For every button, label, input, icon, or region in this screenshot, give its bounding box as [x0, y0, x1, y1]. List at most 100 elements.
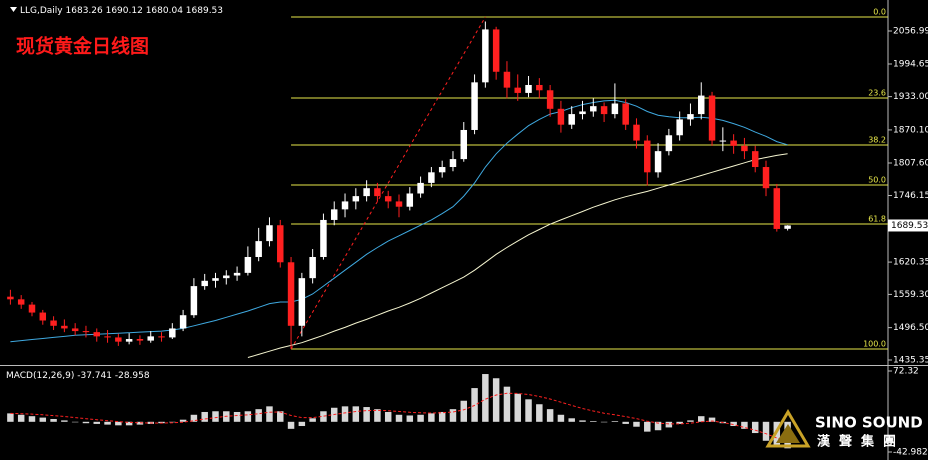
- macd-bar: [708, 417, 716, 422]
- macd-bar: [39, 417, 47, 422]
- moving-average: [247, 153, 788, 358]
- macd-bar: [600, 421, 608, 423]
- macd-bar: [169, 421, 176, 423]
- candle-body: [536, 84, 543, 91]
- moving-average: [10, 99, 788, 343]
- macd-bar: [17, 414, 25, 422]
- macd-bar: [277, 411, 284, 422]
- candle-body: [654, 151, 662, 173]
- candle-body: [622, 103, 629, 125]
- macd-bar: [428, 413, 435, 422]
- macd-bar: [460, 400, 468, 422]
- candle-body: [773, 188, 781, 229]
- fib-anchor: [290, 16, 486, 350]
- candle-body: [39, 312, 47, 321]
- candle-layer: [7, 21, 791, 350]
- macd-bar: [611, 421, 619, 422]
- chart-header: LLG,Daily 1683.26 1690.12 1680.04 1689.5…: [20, 6, 223, 16]
- last-price-label: 1689.53: [891, 221, 928, 231]
- macd-bar: [633, 421, 640, 427]
- fib-label: 23.6: [868, 89, 886, 98]
- candle-body: [503, 71, 511, 88]
- candle-body: [352, 196, 360, 202]
- macd-bar: [71, 421, 79, 423]
- candle-body: [665, 135, 673, 152]
- candle-body: [223, 275, 230, 279]
- macd-bar: [449, 409, 457, 422]
- macd-bar: [266, 406, 273, 422]
- candle-body: [169, 328, 176, 338]
- candle-body: [28, 304, 36, 313]
- candle-body: [438, 167, 446, 173]
- moving-average-layer: [10, 99, 788, 358]
- watermark-brand: SINO SOUND: [815, 414, 923, 432]
- symbol: LLG,Daily: [20, 6, 63, 16]
- watermark: SINO SOUND 漢聲集團: [765, 409, 923, 450]
- macd-bar: [503, 386, 511, 422]
- candle-body: [762, 167, 770, 189]
- candle-body: [266, 225, 273, 242]
- candle-body: [244, 256, 252, 273]
- macd-bar: [536, 404, 543, 422]
- macd-bar: [28, 416, 36, 422]
- y-tick-label: 1559.30: [893, 290, 928, 300]
- candle-body: [233, 272, 241, 276]
- macd-bar: [179, 419, 187, 422]
- macd-tick-label: 72.32: [893, 367, 919, 377]
- macd-bar: [762, 421, 770, 441]
- candle-body: [546, 90, 554, 109]
- logo-inner: [776, 424, 800, 443]
- candle-body: [406, 193, 414, 207]
- macd-bar: [82, 421, 90, 424]
- macd-bar: [201, 411, 208, 422]
- macd-bar: [309, 418, 316, 422]
- candle-body: [633, 124, 640, 141]
- y-tick-label: 1435.35: [893, 356, 928, 366]
- macd-bar: [687, 420, 694, 422]
- macd-bar: [363, 407, 370, 422]
- axis-layer: 2056.99 1994.65 1933.00 1870.10 1807.60 1746.…: [888, 27, 928, 458]
- candle-body: [525, 84, 532, 93]
- chart-title: 现货黄金日线图: [16, 35, 149, 58]
- macd-bar: [395, 414, 403, 422]
- macd-bar: [233, 411, 241, 422]
- y-tick-label: 1933.00: [893, 92, 928, 102]
- macd-bar: [136, 421, 144, 425]
- fib-label: 50.0: [868, 176, 886, 185]
- candle-body: [460, 129, 468, 160]
- candle-body: [730, 140, 737, 146]
- logo-triangle: [765, 409, 811, 448]
- candle-body: [61, 325, 68, 329]
- macd-bar: [115, 421, 122, 426]
- macd-bar: [417, 414, 424, 422]
- candle-body: [190, 286, 198, 316]
- candle-body: [471, 82, 478, 130]
- candle-body: [341, 201, 349, 210]
- candle-body: [708, 95, 716, 141]
- macd-tick-label: -42.982: [893, 448, 928, 458]
- candle-body: [309, 256, 316, 279]
- fib-label: 0.0: [873, 8, 886, 17]
- candle-body: [212, 278, 219, 281]
- macd-bar: [730, 421, 737, 427]
- y-tick-label: 2056.99: [893, 27, 928, 37]
- candle-body: [384, 196, 392, 202]
- macd-bar: [298, 421, 306, 427]
- macd-bar: [158, 421, 165, 424]
- candle-body: [687, 114, 694, 120]
- candle-body: [158, 336, 165, 338]
- candle-body: [428, 172, 435, 183]
- macd-bar: [644, 421, 651, 432]
- macd-bar: [665, 421, 673, 428]
- candle-body: [449, 159, 457, 168]
- watermark-subtitle: 漢聲集團: [817, 434, 905, 450]
- candle-body: [741, 145, 748, 152]
- macd-bar: [384, 411, 392, 422]
- last-low: 1680.04: [146, 6, 183, 16]
- macd-bar: [50, 418, 57, 422]
- candle-body: [644, 140, 651, 173]
- candle-body: [719, 140, 727, 142]
- macd-bar: [255, 409, 262, 422]
- macd-bar: [622, 421, 629, 424]
- candle-body: [374, 188, 381, 197]
